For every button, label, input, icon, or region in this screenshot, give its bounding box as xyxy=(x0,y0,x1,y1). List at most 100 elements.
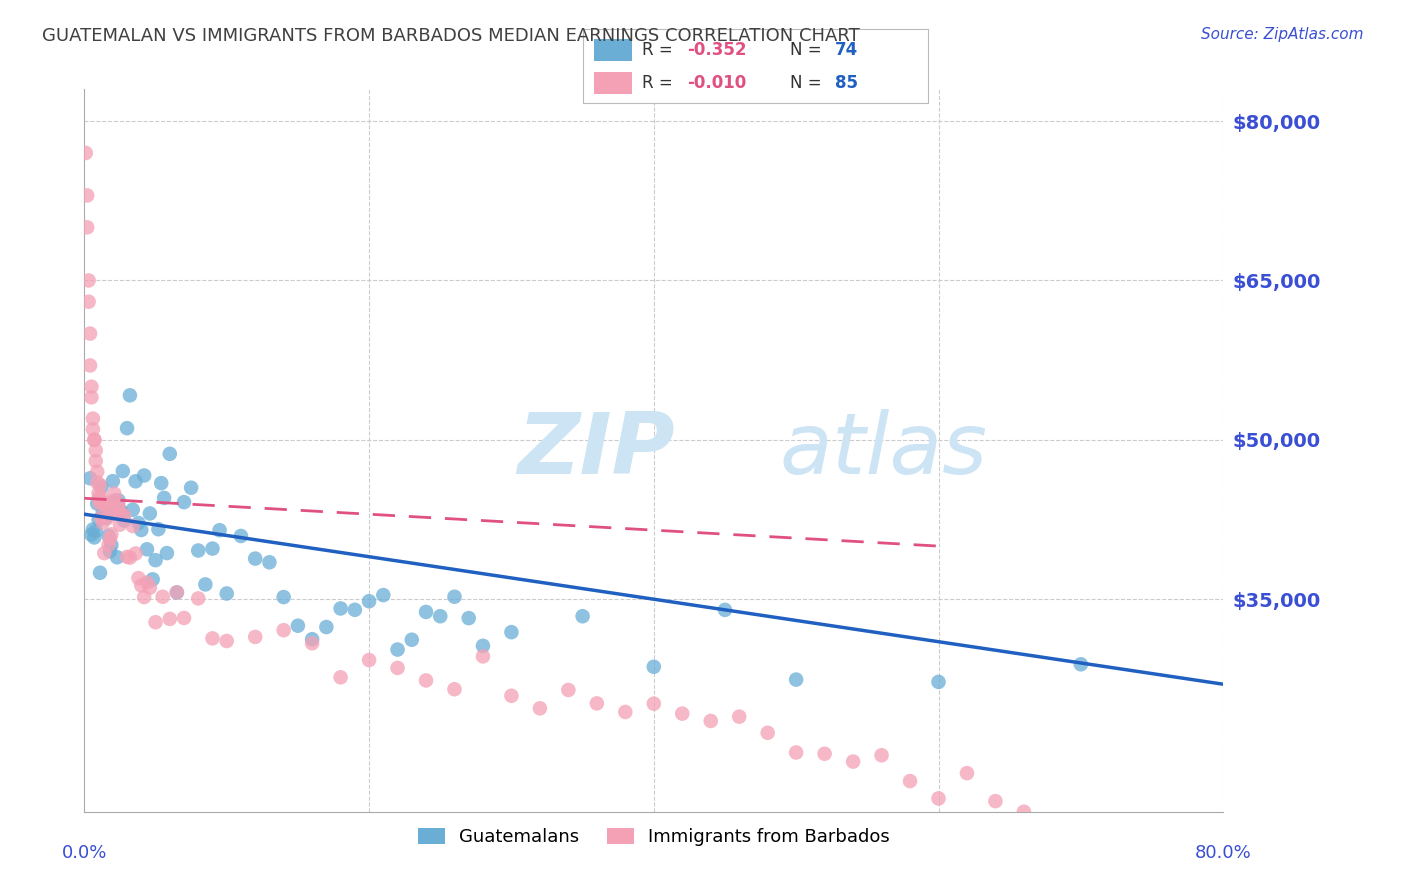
Point xyxy=(91,495,114,509)
Point xyxy=(215,634,238,648)
Point xyxy=(107,499,129,513)
Point xyxy=(245,551,267,566)
Point xyxy=(118,388,141,402)
Point xyxy=(83,530,105,544)
Point xyxy=(187,543,209,558)
Point xyxy=(153,491,176,505)
Point xyxy=(245,630,267,644)
Point xyxy=(700,714,723,728)
Point xyxy=(103,486,125,500)
Point xyxy=(159,447,181,461)
Point xyxy=(785,673,807,687)
Point xyxy=(173,495,195,509)
Point xyxy=(110,505,132,519)
Point xyxy=(643,660,665,674)
Point xyxy=(150,476,173,491)
Point xyxy=(76,188,98,202)
Point xyxy=(136,575,159,590)
Point xyxy=(80,527,103,541)
Point xyxy=(728,709,751,723)
Point xyxy=(273,624,295,638)
Point xyxy=(94,497,117,511)
Text: N =: N = xyxy=(790,41,827,59)
Point xyxy=(148,522,170,536)
Point xyxy=(87,486,110,500)
Point xyxy=(443,682,465,697)
Point xyxy=(101,507,124,521)
Point xyxy=(785,746,807,760)
Point xyxy=(142,572,165,586)
Point xyxy=(86,465,108,479)
Point xyxy=(112,508,135,523)
Point xyxy=(100,538,122,552)
Point xyxy=(614,705,637,719)
Point xyxy=(557,683,579,698)
Point xyxy=(80,390,103,404)
Point xyxy=(84,443,107,458)
Text: -0.352: -0.352 xyxy=(688,41,747,59)
Point xyxy=(104,493,127,508)
Point xyxy=(472,649,495,664)
Point xyxy=(756,726,779,740)
Point xyxy=(373,588,395,602)
Point xyxy=(90,491,112,506)
Point xyxy=(457,611,479,625)
Point xyxy=(415,673,437,688)
Text: Source: ZipAtlas.com: Source: ZipAtlas.com xyxy=(1201,27,1364,42)
Point xyxy=(187,591,209,606)
Point xyxy=(387,642,409,657)
Point xyxy=(984,794,1007,808)
Point xyxy=(842,755,865,769)
Point xyxy=(127,571,149,585)
Point xyxy=(115,421,138,435)
Point xyxy=(1012,805,1035,819)
Point xyxy=(343,603,366,617)
Point xyxy=(139,581,162,595)
Point xyxy=(84,454,107,468)
Point xyxy=(83,433,105,447)
Text: R =: R = xyxy=(643,41,678,59)
Point xyxy=(77,294,100,309)
Point xyxy=(166,585,188,599)
Text: 80.0%: 80.0% xyxy=(1195,844,1251,862)
Point xyxy=(928,674,950,689)
Point xyxy=(714,603,737,617)
Point xyxy=(79,471,101,485)
Point xyxy=(1070,657,1092,672)
Point xyxy=(131,523,153,537)
Point xyxy=(111,464,134,478)
Point xyxy=(121,519,143,533)
Point xyxy=(928,791,950,805)
Point xyxy=(415,605,437,619)
Point xyxy=(201,541,224,556)
Point xyxy=(77,273,100,287)
Point xyxy=(75,145,97,160)
Point xyxy=(89,478,111,492)
Text: ZIP: ZIP xyxy=(517,409,675,492)
Point xyxy=(359,653,381,667)
Point xyxy=(134,468,156,483)
Point xyxy=(84,524,107,538)
Point xyxy=(91,505,114,519)
Point xyxy=(82,422,104,436)
Point xyxy=(259,555,281,569)
Text: 0.0%: 0.0% xyxy=(62,844,107,862)
Point xyxy=(86,497,108,511)
Point xyxy=(401,632,423,647)
Point xyxy=(208,523,231,537)
Point xyxy=(671,706,693,721)
Point xyxy=(273,590,295,604)
Point xyxy=(87,512,110,526)
Text: GUATEMALAN VS IMMIGRANTS FROM BARBADOS MEDIAN EARNINGS CORRELATION CHART: GUATEMALAN VS IMMIGRANTS FROM BARBADOS M… xyxy=(42,27,860,45)
Point xyxy=(156,546,179,560)
Point xyxy=(429,609,451,624)
Point xyxy=(131,578,153,592)
Point xyxy=(956,766,979,780)
Point xyxy=(86,475,108,490)
Point xyxy=(110,508,132,522)
Point xyxy=(359,594,381,608)
Point xyxy=(82,523,104,537)
Point xyxy=(134,590,156,604)
Point xyxy=(80,380,103,394)
Point xyxy=(103,494,125,508)
